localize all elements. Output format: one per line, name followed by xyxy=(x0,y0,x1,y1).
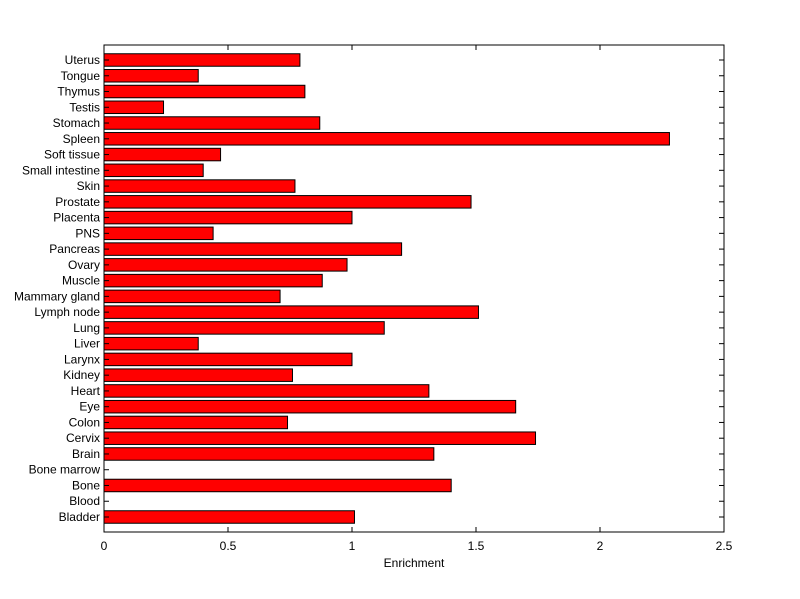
bar-colon xyxy=(103,415,289,430)
y-tick-label: Stomach xyxy=(53,116,100,130)
bar-eye xyxy=(103,399,517,414)
y-tick-label: Blood xyxy=(69,494,100,508)
bar-tongue xyxy=(103,69,199,83)
y-tick-label: Placenta xyxy=(53,211,100,225)
bar-testis xyxy=(103,100,165,115)
bar-heart xyxy=(103,384,430,398)
x-tick-label: 2.5 xyxy=(716,539,733,553)
y-tick-label: Liver xyxy=(74,337,100,351)
y-tick-label: Eye xyxy=(79,400,100,414)
y-tick-label: Lymph node xyxy=(34,305,100,319)
bar-cervix xyxy=(103,431,537,445)
bar-small-intestine xyxy=(103,163,204,178)
plot-frame xyxy=(103,44,725,533)
y-tick-label: Bone marrow xyxy=(29,463,101,477)
bar-muscle xyxy=(103,273,323,288)
bar-kidney xyxy=(103,368,293,382)
bar-spleen xyxy=(103,132,670,146)
x-axis: 0 0.5 1 1.5 2 2.5 xyxy=(101,45,733,553)
bar-mammary-gland xyxy=(103,289,281,304)
y-tick-label: Spleen xyxy=(63,132,100,146)
y-tick-label: Kidney xyxy=(63,368,100,382)
x-tick-label: 1.5 xyxy=(468,539,485,553)
bar-bladder xyxy=(103,510,355,524)
bar-lymph-node xyxy=(103,305,479,319)
y-tick-label: Lung xyxy=(73,321,100,335)
bar-pns xyxy=(103,226,214,241)
y-tick-label: Ovary xyxy=(68,258,100,272)
y-tick-label: Muscle xyxy=(62,274,100,288)
y-tick-label: Testis xyxy=(69,100,100,114)
bar-uterus xyxy=(103,53,301,67)
x-axis-label: Enrichment xyxy=(384,556,445,570)
y-tick-label: Tongue xyxy=(61,69,101,83)
bar-liver xyxy=(103,336,199,351)
y-tick-label: Colon xyxy=(69,415,100,429)
y-tick-label: Skin xyxy=(77,179,100,193)
y-tick-label: Small intestine xyxy=(22,163,100,177)
y-tick-label: Brain xyxy=(72,447,100,461)
x-tick-label: 0.5 xyxy=(220,539,237,553)
y-tick-label: Prostate xyxy=(55,195,100,209)
y-tick-label: Soft tissue xyxy=(44,148,100,162)
bar-larynx xyxy=(103,352,353,367)
y-tick-label: Heart xyxy=(71,384,101,398)
y-tick-label: Uterus xyxy=(65,53,100,67)
bar-pancreas xyxy=(103,242,403,256)
bar-ovary xyxy=(103,258,348,272)
bar-bone xyxy=(103,478,452,493)
bar-stomach xyxy=(103,116,321,130)
bar-soft-tissue xyxy=(103,147,222,162)
bar-skin xyxy=(103,179,296,193)
bar-brain xyxy=(103,447,435,461)
y-tick-label: Larynx xyxy=(64,352,100,366)
bar-lung xyxy=(103,321,385,335)
bar-placenta xyxy=(103,210,353,225)
y-tick-label: Mammary gland xyxy=(14,289,100,303)
y-tick-label: Thymus xyxy=(57,85,100,99)
bars-group xyxy=(103,53,670,524)
bar-thymus xyxy=(103,84,306,99)
x-tick-label: 1 xyxy=(349,539,356,553)
y-tick-label: Cervix xyxy=(66,431,100,445)
y-tick-label: Bone xyxy=(72,478,100,492)
x-tick-label: 0 xyxy=(101,539,108,553)
y-tick-label: PNS xyxy=(75,226,100,240)
x-tick-label: 2 xyxy=(597,539,604,553)
y-tick-label: Bladder xyxy=(59,510,100,524)
y-tick-label: Pancreas xyxy=(49,242,100,256)
bar-prostate xyxy=(103,195,472,209)
